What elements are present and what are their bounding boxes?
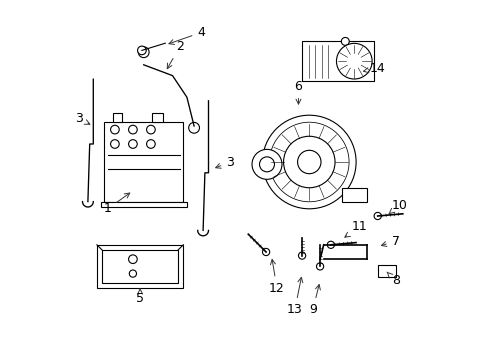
Text: 2: 2 [167,40,183,69]
Circle shape [128,140,137,148]
Text: 10: 10 [388,199,407,214]
Circle shape [129,270,136,277]
Circle shape [137,46,146,55]
Circle shape [262,115,355,209]
Circle shape [146,140,155,148]
Circle shape [110,125,119,134]
Bar [152,113,163,122]
Text: 3: 3 [215,156,234,168]
Circle shape [347,55,360,67]
Bar [102,250,178,283]
Circle shape [269,122,348,202]
Circle shape [259,157,274,172]
Text: 7: 7 [381,235,399,248]
Text: 4: 4 [168,26,205,44]
Circle shape [326,241,334,248]
Circle shape [336,44,371,79]
Text: 13: 13 [286,278,302,316]
Text: 8: 8 [386,272,399,287]
Bar [97,245,183,288]
Circle shape [138,47,149,58]
Circle shape [337,45,370,78]
Text: 6: 6 [294,80,302,104]
Bar [113,113,122,122]
Text: 11: 11 [344,220,367,237]
Bar [342,188,366,202]
Bar [101,202,186,207]
Circle shape [146,125,155,134]
Text: 14: 14 [363,62,385,75]
Circle shape [373,212,381,220]
Circle shape [298,252,305,259]
Circle shape [128,255,137,264]
Text: 12: 12 [268,260,284,294]
Bar [302,41,373,81]
Circle shape [262,248,269,256]
Circle shape [283,136,334,188]
Text: 5: 5 [136,289,144,305]
Circle shape [297,150,320,174]
Circle shape [110,140,119,148]
Circle shape [341,37,348,45]
Bar [377,265,395,277]
Circle shape [251,149,282,179]
Circle shape [188,122,199,133]
Text: 1: 1 [103,193,129,215]
Circle shape [316,263,323,270]
Bar [104,122,183,202]
Circle shape [342,49,366,73]
Text: 3: 3 [75,112,90,125]
Text: 9: 9 [308,284,320,316]
Circle shape [128,125,137,134]
